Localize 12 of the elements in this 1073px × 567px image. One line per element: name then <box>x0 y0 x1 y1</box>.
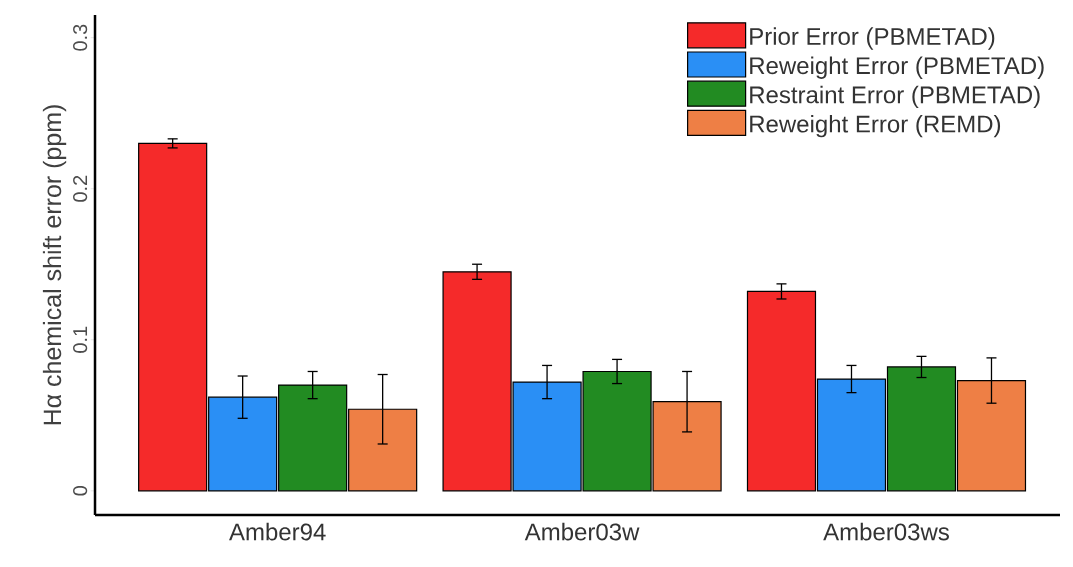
y-tick-label: 0.3 <box>73 24 88 51</box>
legend-label: Reweight Error (REMD) <box>750 114 1001 138</box>
y-tick-label: 0.2 <box>73 175 88 202</box>
x-tick-label: Amber94 <box>229 522 326 541</box>
legend-label: Reweight Error (PBMETAD) <box>750 56 1044 79</box>
y-tick-label: 0 <box>73 486 88 496</box>
x-tick-label: Amber03w <box>524 522 640 541</box>
x-tick-label: Amber03ws <box>823 522 949 541</box>
legend-label: Restraint Error (PBMETAD) <box>750 85 1040 109</box>
y-tick-label: 0.1 <box>73 326 88 353</box>
y-axis-title: Hα chemical shift error (ppm) <box>42 105 67 425</box>
legend-label: Prior Error (PBMETAD) <box>750 27 995 50</box>
